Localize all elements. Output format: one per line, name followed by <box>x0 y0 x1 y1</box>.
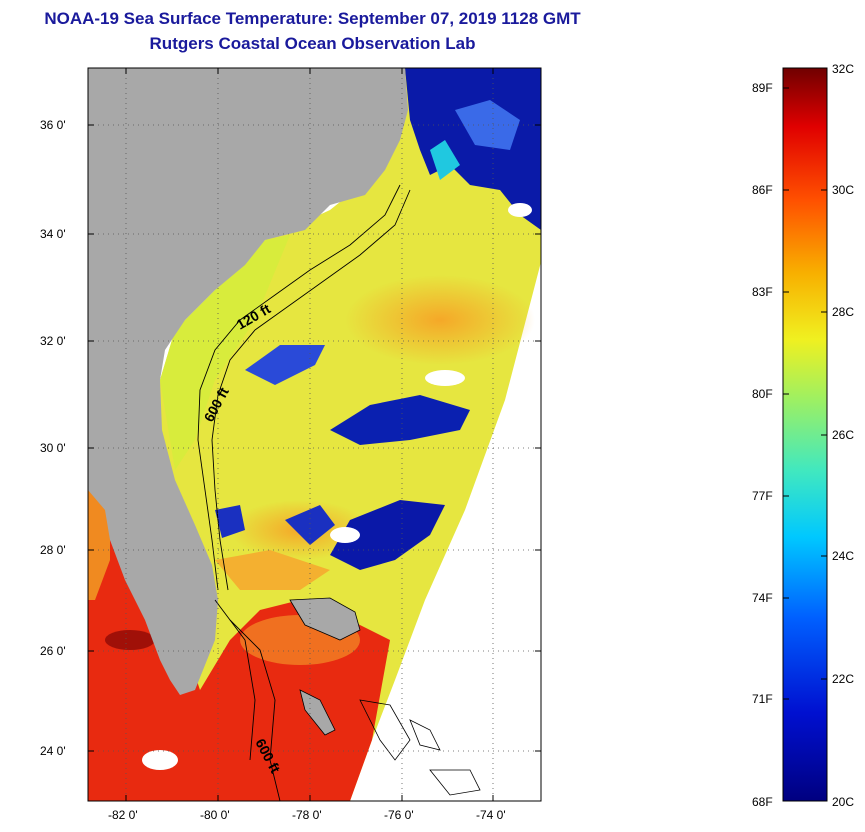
colorbar-c-26: 26C <box>832 428 855 442</box>
colorbar-ticks <box>783 87 827 700</box>
colorbar-f-74: 74F <box>752 591 773 605</box>
colorbar-c-24: 24C <box>832 549 855 563</box>
lat-label-30: 30 0' <box>40 441 66 455</box>
cloud-edge <box>455 100 520 150</box>
cloud-band-1 <box>245 345 325 385</box>
bahamas-outline-2 <box>409 719 441 751</box>
colorbar-c-22: 22C <box>832 672 855 686</box>
colorbar-c-30: 30C <box>832 183 855 197</box>
cloud-band-3 <box>330 500 445 570</box>
colorbar-c-32: 32C <box>832 62 855 76</box>
lat-label-34: 34 0' <box>40 227 66 241</box>
contour-south-2 <box>214 599 256 761</box>
lon-label-76: -76 0' <box>384 808 414 822</box>
lat-label-36: 36 0' <box>40 118 66 132</box>
colorbar-c-28: 28C <box>832 305 855 319</box>
colorbar-f-80: 80F <box>752 387 773 401</box>
orange-edge <box>88 490 110 600</box>
cloud-white-2 <box>508 203 532 217</box>
cloud-white-3 <box>330 527 360 543</box>
map-border <box>87 67 542 802</box>
land-mass <box>88 68 408 695</box>
colorbar-f-71: 71F <box>752 692 773 706</box>
contour-600ft <box>211 189 411 591</box>
warm-patch <box>345 275 535 365</box>
bahamas-island-2 <box>299 689 336 736</box>
lat-label-24: 24 0' <box>40 744 66 758</box>
lon-label-78: -78 0' <box>292 808 322 822</box>
contour-600ft-south <box>229 619 281 801</box>
lon-label-80: -80 0' <box>200 808 230 822</box>
cloud-band-4 <box>285 505 335 545</box>
bahamas-outline-3 <box>429 769 481 796</box>
colorbar-f-68: 68F <box>752 795 773 809</box>
colorbar-f-83: 83F <box>752 285 773 299</box>
cyan-patch <box>430 140 460 180</box>
lat-label-32: 32 0' <box>40 334 66 348</box>
lon-label-74: -74 0' <box>476 808 506 822</box>
cloud-white-4 <box>142 750 178 770</box>
cloud-band-2 <box>330 395 470 445</box>
bahamas-outline-1 <box>359 699 411 761</box>
graticule <box>88 68 541 801</box>
lat-label-26: 26 0' <box>40 644 66 658</box>
transition-band <box>215 550 330 590</box>
cloud-northeast <box>405 68 541 230</box>
bahamas-island-1 <box>289 597 361 641</box>
cloud-band-5 <box>215 505 245 538</box>
contour-120ft <box>197 184 401 591</box>
lon-label-82: -82 0' <box>108 808 138 822</box>
map-title: NOAA-19 Sea Surface Temperature: Septemb… <box>44 9 581 28</box>
map-subtitle: Rutgers Coastal Ocean Observation Lab <box>149 34 476 53</box>
coastal-band <box>160 235 290 470</box>
lat-label-28: 28 0' <box>40 543 66 557</box>
colorbar <box>782 67 828 802</box>
cloud-white-1 <box>425 370 465 386</box>
dark-red-patch <box>105 630 155 650</box>
colorbar-f-77: 77F <box>752 489 773 503</box>
colorbar-f-86: 86F <box>752 183 773 197</box>
colorbar-c-20: 20C <box>832 795 855 809</box>
axis-ticks <box>88 68 541 801</box>
colorbar-f-89: 89F <box>752 81 773 95</box>
